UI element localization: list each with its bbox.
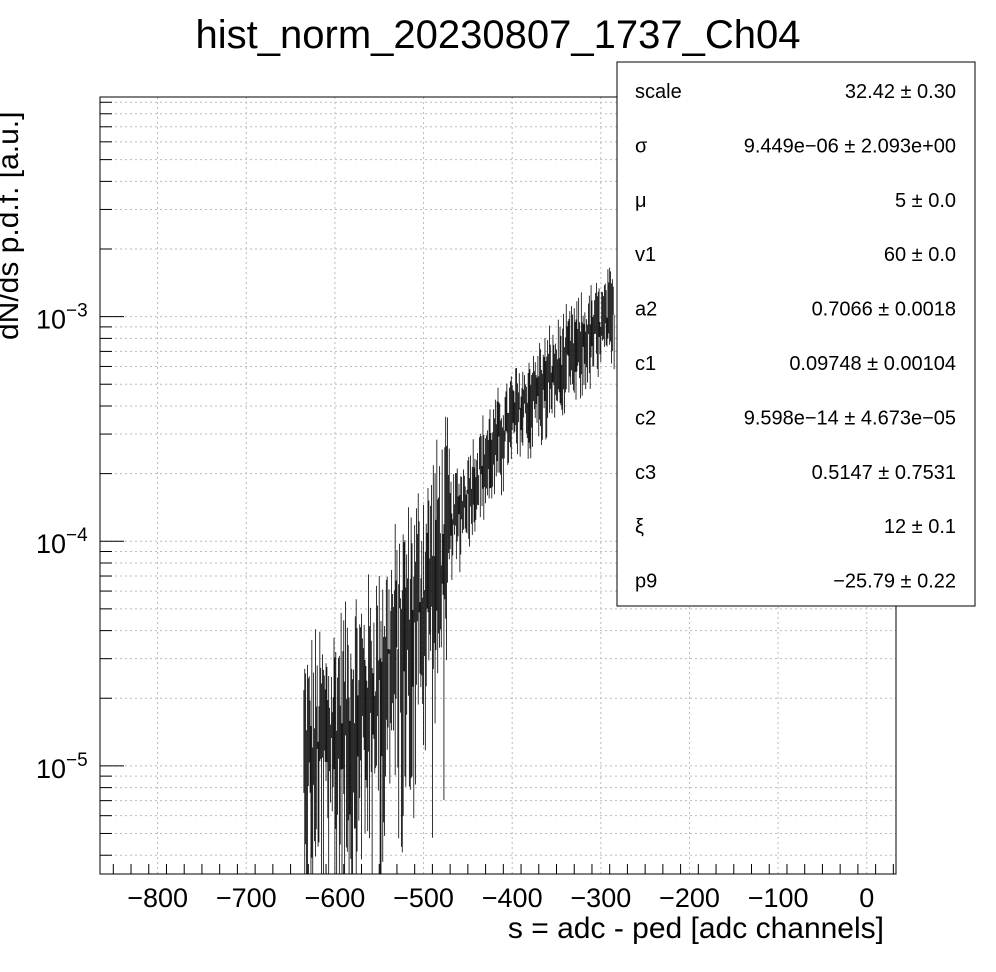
fit-stats-box: scale 32.42 ± 0.30 σ 9.449e−06 ± 2.093e+00 μ… [616,61,976,607]
x-tick-label: −800 [127,883,188,913]
x-tick-label: −400 [482,883,543,913]
x-tick-label: −600 [304,883,365,913]
stats-param-name: p9 [635,571,657,593]
stats-param-name: scale [635,81,682,103]
stats-param-value: 60 ± 0.0 [884,244,956,266]
stats-param-value: 0.09748 ± 0.00104 [789,353,956,375]
x-tick-label: −500 [393,883,454,913]
stats-param-value: 9.449e−06 ± 2.093e+00 [744,135,956,157]
stats-param-value: 0.5147 ± 0.7531 [812,462,956,484]
histogram-bars [303,267,615,874]
stats-param-name: c2 [635,407,656,429]
axis-ticks [100,101,894,874]
x-axis-label: s = adc - ped [adc channels] [508,912,884,945]
stats-param-name: a2 [635,299,657,321]
x-tick-label: −300 [570,883,631,913]
stats-param-value: −25.79 ± 0.22 [833,571,956,593]
stats-param-name: μ [635,190,647,212]
x-tick-label: 0 [859,883,874,913]
y-tick-label: 10−4 [36,525,88,559]
x-tick-label: −700 [216,883,277,913]
chart-title: hist_norm_20230807_1737_Ch04 [196,13,801,57]
stats-param-name: σ [635,135,648,157]
stats-param-value: 0.7066 ± 0.0018 [812,299,956,321]
x-tick-labels: −800 −700 −600 −500 −400 −300 −200 −100 0 [127,883,874,913]
stats-param-value: 12 ± 0.1 [884,516,956,538]
x-tick-label: −200 [659,883,720,913]
stats-box-frame [616,61,976,607]
stats-param-value: 9.598e−14 ± 4.673e−05 [744,407,956,429]
x-tick-label: −100 [748,883,809,913]
stats-param-value: 32.42 ± 0.30 [845,81,956,103]
stats-param-name: c1 [635,353,656,375]
y-axis-label: dN/ds p.d.f. [a.u.] [0,112,25,340]
y-tick-label: 10−3 [36,301,88,335]
y-tick-label: 10−5 [36,750,88,784]
stats-param-name: v1 [635,244,656,266]
stats-param-name: ξ [635,516,644,538]
stats-param-name: c3 [635,462,656,484]
stats-param-value: 5 ± 0.0 [895,190,956,212]
y-tick-labels: 10−5 10−4 10−3 [36,301,88,784]
